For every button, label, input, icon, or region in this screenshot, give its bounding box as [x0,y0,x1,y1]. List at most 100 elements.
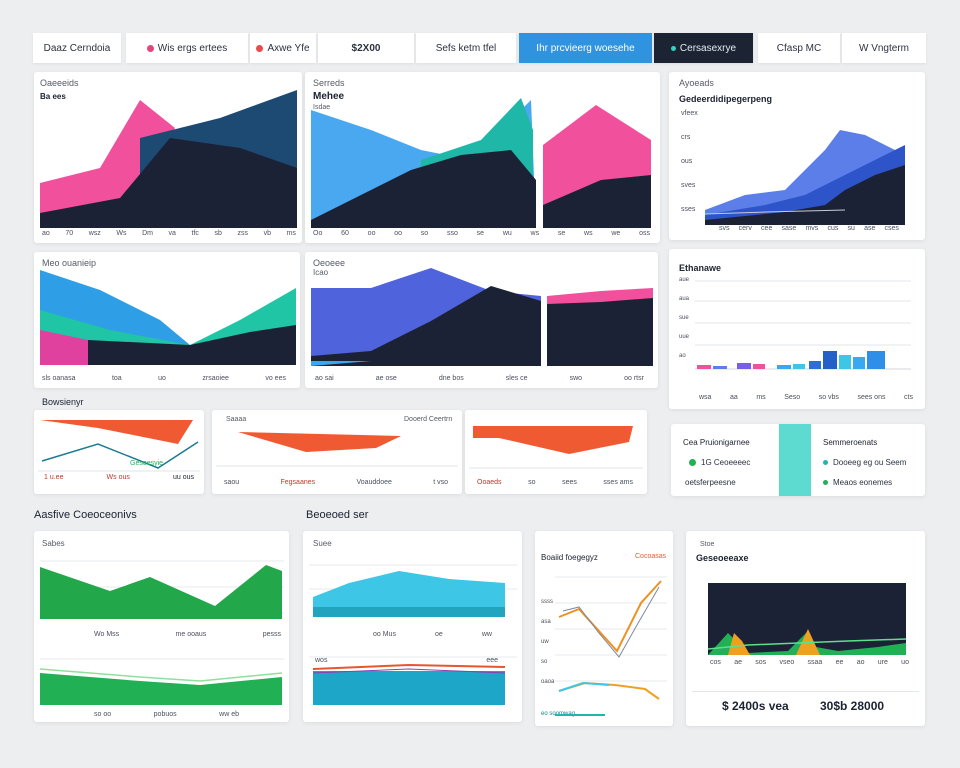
tab-previews[interactable]: Ihr prcvieerg woesehe [519,33,652,63]
tab-label: Sefs ketm tfel [435,42,497,54]
card-subtitle-2: Isdae [313,104,331,111]
chart-labels: 1 u.ee Ws ous uu ous [44,474,194,481]
pink-area [547,288,653,304]
tab-categories[interactable]: Cersasexrye [654,33,753,63]
area-chart [309,564,517,705]
pink-area [40,100,175,228]
tab-label: Axwe Yfe [267,42,310,54]
x-axis-ticks: Wo Mss me ooaus pesss [94,631,281,638]
bar [777,365,791,369]
teal-dot-icon [823,460,828,465]
x-axis-ticks: svs cerv cee sase mvs cus su ase cses [719,225,899,232]
card-subtitle: Dooerd Ceertrn [404,416,453,423]
teal-divider-bar [779,424,811,496]
bar [697,365,711,369]
cyan-line [558,681,610,692]
area-chart [311,268,653,366]
x-axis-ticks-2: so oo pobuos ww eb [94,711,239,718]
tab-vintage[interactable]: W Vngterm [842,33,926,63]
tab-label: Cfasp MC [776,42,822,54]
orange-line [558,580,662,653]
yellow-peak [728,633,750,655]
area-chart [40,270,296,365]
x-axis-ticks: saou Fegsaanes Voauddoee t vso [224,479,448,486]
bar-chart [695,280,911,370]
teal-area [313,671,505,705]
card-title: Sabes [42,539,65,548]
card-title: Saaaa [226,416,247,423]
card-subtitle: Ba ees [40,92,66,101]
line-chart [555,576,667,716]
area-chart-card-5: Oeoeee Icao ao sai ae ose dne bos sles ce sw… [305,252,658,388]
x-axis-ticks: wsa aa ms Seso so vbs sees ons cts [699,394,913,401]
tab-sales[interactable]: Sefs ketm tfel [416,33,516,63]
green-chart-card: Sabes Wo Mss me ooaus pesss so oo pobuos ww … [34,531,289,722]
red-area [40,420,193,444]
cyan-chart-card: Suee oo Mus oe ww wos eee [303,531,522,722]
area-chart [469,426,643,469]
navy-area-right [547,298,653,366]
bar-chart-card: Ethanawe aue aua sue uue ao wsa aa ms Seso so vb… [669,249,925,409]
bar [823,351,837,369]
bar [809,361,821,369]
card-title: Meo ouanieip [42,258,97,268]
trend-line [705,209,846,215]
area-chart-card-8: Saaaa Dooerd Ceertrn saou Fegsaanes Voaudd… [212,410,462,494]
card-title: Suee [313,539,332,548]
tab-sessions[interactable]: Wis ergs ertees [126,33,248,63]
green-dot-icon [689,459,696,466]
teal-line [41,441,199,469]
card-title: Ayoeads [679,78,714,88]
x-axis-ticks: oo Mus oe ww [373,631,492,638]
grey-line [562,586,660,658]
tab-class[interactable]: Cfasp MC [758,33,840,63]
tab-label: Daaz Cerndoia [43,42,111,54]
y-axis-labels: vfeex crs ous sves sses [681,110,698,213]
heart-icon [256,44,264,52]
section-label-top: Bowsienyr [42,397,84,407]
teal-band [313,607,505,617]
card-subtitle: Gedeerdidipegerpeng [679,94,773,104]
area-chart-card-9: Ooaeds so sees sses ams [465,410,647,494]
x-axis-ticks: cos ae sos vseo ssaa ee ao ure uo [710,659,909,666]
bar [839,355,851,369]
bar [853,357,865,369]
tab-label: W Vngterm [858,42,909,54]
card-subtitle: Mehee [313,91,345,102]
tab-label: Ihr prcvieerg woesehe [536,42,635,54]
status-dot-icon [670,45,676,51]
x-axis-ticks: ao sai ae ose dne bos sles ce swo oo rtsr [315,375,644,382]
tab-revenue[interactable]: $2X00 [318,33,414,63]
divider [692,691,919,692]
green-area [40,565,282,619]
legend-item: Dooeeg eg ou Seem [823,458,906,467]
navy-area [705,165,905,225]
card-subtitle: Icao [313,268,329,277]
section-label-left: Aasfive Coeoceonivs [34,509,137,521]
x-axis-ticks: Oo 60 oo oo so sso se wu ws se ws we oss [313,230,650,237]
card-title: Boaiid foegegyz [541,553,598,562]
area-chart [216,432,458,467]
card-title: Ethanawe [679,263,722,273]
green-dot-icon [823,480,828,485]
tab-active-users[interactable]: Axwe Yfe [250,33,316,63]
tab-label: Wis ergs ertees [157,42,228,54]
card-title-right: Semmeroenats [823,438,878,447]
labels-2: wos eee [315,657,498,664]
legend-item: Meaos eonemes [823,478,892,487]
y-axis-labels: aue aua sue uue ao [679,277,690,359]
red-area [473,426,633,454]
card-title: Oaeeeids [40,78,79,88]
card-title: Stoe [700,541,715,548]
area-chart [708,583,906,655]
bar [713,366,727,369]
green-area-2 [40,673,282,705]
section-label-mid: Beoeoed ser [306,509,369,521]
card-title: Cea Pruionigarnee [683,438,750,447]
area-chart-card-3: Ayoeads Gedeerdidipegerpeng vfeex crs ous s… [669,72,925,240]
navy-area [311,286,541,366]
blue-band [311,361,371,366]
card-title: Oeoeee [313,258,346,268]
legend-card: Cea Pruionigarnee 1G Ceoeeeec oetsferpee… [671,424,925,496]
tab-dashboard[interactable]: Daaz Cerndoia [33,33,121,63]
